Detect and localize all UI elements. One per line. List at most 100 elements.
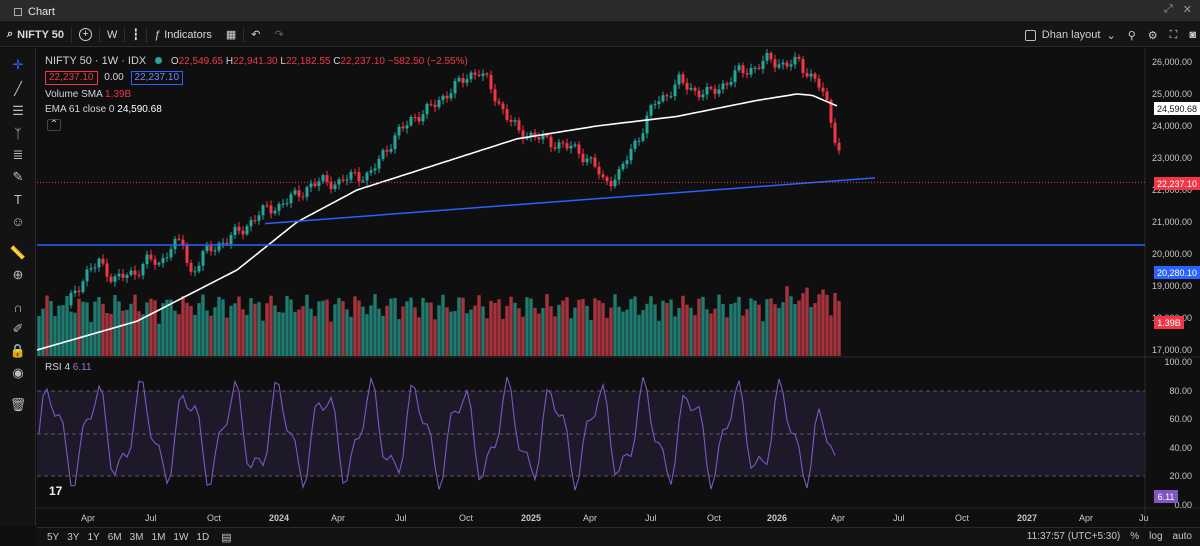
tradingview-logo[interactable]: 17 (49, 484, 63, 498)
redo-button[interactable]: ↷ (268, 23, 291, 47)
volume-bar (725, 317, 729, 356)
volume-bar (769, 298, 773, 356)
brush-icon[interactable]: ✎ (12, 169, 24, 184)
range-button[interactable]: 1M (151, 531, 166, 543)
ruler-icon[interactable]: 📏 (9, 245, 27, 260)
expand-icon[interactable]: ⤢ (1163, 3, 1173, 15)
text-icon[interactable]: T (14, 191, 22, 207)
emoji-icon[interactable]: ☺ (11, 213, 25, 229)
chevron-up-icon: ⌃ (49, 119, 59, 130)
candle-body (385, 150, 389, 152)
candle-body (621, 163, 625, 170)
pitchfork-icon[interactable]: ᛉ (14, 125, 22, 141)
chevron-down-icon: ⌄ (1106, 29, 1116, 42)
volume-bar (333, 304, 337, 356)
candle-body (289, 194, 293, 204)
price-axis-tick: 24,000.00 (1151, 121, 1192, 131)
lock-icon[interactable]: 🔒 (9, 343, 27, 358)
magnet-icon[interactable]: ∩ (13, 299, 23, 315)
volume-legend: Volume SMA 1.39B (45, 89, 131, 100)
symbol-search[interactable]: ⌕ NIFTY 50 (0, 23, 71, 47)
volume-bar (777, 308, 781, 356)
eye-icon[interactable]: ◉ (12, 365, 24, 380)
range-button[interactable]: 1W (173, 531, 189, 543)
rsi-axis-tick: 100.00 (1164, 357, 1192, 367)
chart-type-button[interactable]: ┇ (125, 23, 146, 47)
candle-body (569, 145, 573, 149)
interval-button[interactable]: W (107, 28, 118, 41)
fib-retracement-icon[interactable]: ≣ (12, 147, 24, 162)
candle-body (465, 79, 469, 83)
volume-bar (381, 315, 385, 356)
buy-price-button[interactable]: 22,237.10 (130, 71, 184, 85)
candle-body (757, 67, 761, 69)
volume-bar (369, 305, 373, 356)
range-button[interactable]: 1D (196, 531, 210, 543)
indicators-label: Indicators (164, 28, 212, 41)
settings-gear-icon[interactable]: ⚙ (1147, 29, 1158, 42)
trash-icon[interactable]: 🗑 (9, 397, 27, 412)
volume-bar (149, 298, 153, 356)
candle-body (93, 267, 97, 269)
volume-bar (89, 322, 93, 356)
camera-icon[interactable]: ◙ (1189, 29, 1196, 41)
rsi-label: RSI 4 (45, 362, 71, 373)
candle-body (657, 101, 661, 105)
chart-canvas[interactable] (37, 48, 1200, 526)
chart-pane[interactable]: NIFTY 50 · 1W · IDX O22,549.65 H22,941.3… (37, 48, 1200, 526)
zoom-in-icon[interactable]: ⊕ (12, 267, 24, 282)
rsi-value: 6.11 (72, 362, 92, 373)
range-button[interactable]: 1Y (87, 531, 100, 543)
candle-body (549, 136, 553, 148)
candle-body (281, 203, 285, 205)
volume-bar (237, 296, 241, 356)
layout-selector[interactable]: Dhan layout ⌄ (1024, 29, 1116, 42)
lock-drawing-icon[interactable]: ✐ (12, 321, 24, 336)
candle-body (405, 125, 409, 129)
clock-time[interactable]: 11:37:57 (UTC+5:30) (1026, 531, 1121, 542)
open-label: O (170, 56, 179, 67)
candle-body (221, 242, 225, 244)
horizontal-lines-icon[interactable]: ☰ (12, 103, 24, 118)
trendline-icon[interactable]: ╱ (14, 81, 22, 96)
candle-body (705, 86, 709, 95)
chart-tab[interactable]: Chart (6, 3, 63, 20)
percent-toggle[interactable]: % (1130, 531, 1140, 542)
volume-bar (629, 299, 633, 356)
collapse-legend-button[interactable]: ⌃ (47, 119, 61, 131)
candle-body (729, 82, 733, 85)
calendar-icon[interactable]: ▤ (221, 531, 232, 544)
range-button[interactable]: 3M (129, 531, 144, 543)
sell-price-button[interactable]: 22,237.10 (45, 71, 98, 85)
close-icon[interactable]: ✕ (1182, 4, 1192, 16)
volume-bar (277, 312, 281, 356)
volume-bar (793, 304, 797, 356)
templates-button[interactable]: ▦ (219, 23, 243, 47)
volume-bar (509, 296, 513, 356)
fullscreen-icon[interactable]: ⛶ (1169, 28, 1178, 41)
range-button[interactable]: 6M (107, 531, 122, 543)
range-button[interactable]: 3Y (67, 531, 80, 543)
indicators-button[interactable]: ƒ Indicators (147, 23, 219, 47)
compare-button[interactable]: + (72, 23, 99, 47)
candle-body (301, 196, 305, 198)
undo-button[interactable]: ↶ (244, 23, 267, 47)
candle-body (277, 203, 281, 211)
candle-body (237, 226, 241, 231)
rsi-axis-tick: 0.00 (1174, 500, 1192, 510)
auto-toggle[interactable]: auto (1172, 531, 1192, 542)
redo-icon: ↷ (274, 29, 284, 41)
ema-line (37, 93, 838, 351)
candle-body (397, 126, 401, 136)
crosshair-icon[interactable]: ✛ (12, 57, 24, 72)
volume-bar (665, 302, 669, 356)
volume-bar (437, 305, 441, 356)
candle-body (517, 120, 521, 131)
volume-bar (309, 308, 313, 356)
volume-bar (93, 301, 97, 356)
log-toggle[interactable]: log (1149, 531, 1163, 542)
market-status-icon (155, 57, 163, 64)
quick-search-icon[interactable]: ⚲ (1127, 29, 1136, 42)
rsi-axis-tick: 40.00 (1169, 443, 1192, 453)
range-button[interactable]: 5Y (47, 531, 60, 543)
